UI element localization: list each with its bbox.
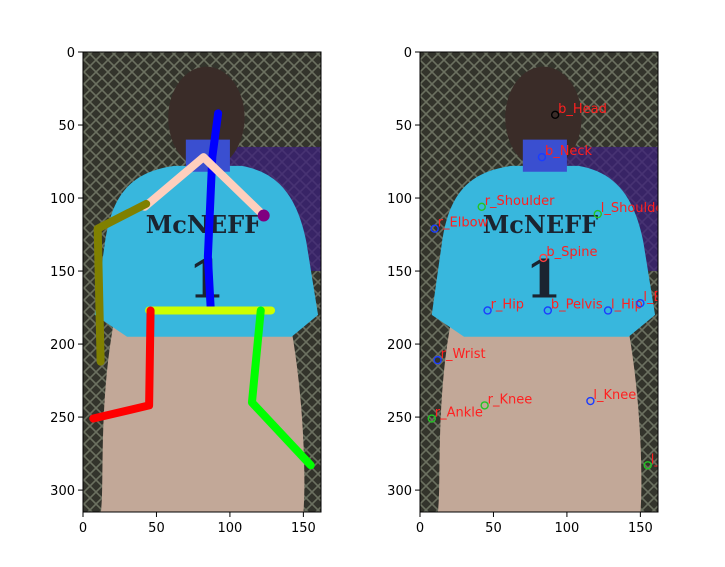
keypoint-label: b_Spine — [546, 245, 597, 260]
jersey-name-text: McNEFF — [146, 210, 262, 239]
skeleton-layer — [89, 109, 315, 470]
skeleton-left-leg — [247, 306, 315, 470]
keypoint-marker — [603, 306, 613, 315]
keypoint-label: l_Shoulder — [601, 201, 670, 216]
axes-frame — [82, 51, 322, 513]
x-tick-label: 0 — [416, 521, 424, 536]
keypoint-label: b_Head — [558, 102, 607, 117]
x-tick-label: 50 — [148, 521, 165, 536]
y-tick-label: 0 — [67, 46, 75, 61]
pants — [100, 314, 305, 512]
keypoint-layer: b_Head b_Neck r_Shoulder l_Shoulder r_Elbowb… — [427, 102, 692, 470]
keypoint-label: l_ — [651, 452, 662, 467]
keypoint-marker — [430, 224, 439, 233]
y-tick-label: 200 — [50, 338, 75, 353]
keypoint-marker — [543, 306, 553, 315]
keypoint-marker — [433, 355, 442, 365]
skeleton-spine — [203, 109, 223, 315]
jersey — [431, 165, 656, 337]
y-tick-label: 100 — [50, 192, 75, 207]
keypoint-label: l_Hip — [611, 297, 643, 312]
keypoint-marker — [636, 298, 645, 308]
axes-frame — [419, 51, 659, 513]
x-tick-label: 50 — [485, 521, 502, 536]
y-tick-label: 250 — [50, 411, 75, 426]
keypoint-marker — [550, 110, 560, 119]
jersey-number-text: 1 — [525, 249, 561, 310]
keypoint-label: r_Elbow — [438, 216, 489, 231]
photo-background: McNEFF 1 — [420, 52, 658, 512]
keypoint-label: r_Ankle — [435, 406, 483, 421]
keypoint-marker — [539, 253, 548, 263]
keypoint-marker — [643, 461, 652, 470]
keypoint-marker — [593, 209, 602, 219]
skeleton-right-leg — [89, 306, 155, 423]
keypoint-marker — [586, 396, 595, 406]
keypoint-label: r_Wrist — [441, 347, 486, 362]
x-tick-label: 0 — [79, 521, 87, 536]
keypoint-marker — [427, 414, 436, 423]
keypoint-label: b_Neck — [545, 144, 593, 159]
x-tick-label: 100 — [554, 521, 579, 536]
x-tick-label: 100 — [217, 521, 242, 536]
x-tick-label: 150 — [628, 521, 653, 536]
y-tick-label: 300 — [387, 484, 412, 499]
keypoint-marker — [537, 152, 547, 162]
skeleton-joint-marker — [257, 209, 270, 222]
y-tick-label: 0 — [404, 46, 412, 61]
keypoint-label: b_Pelvis — [551, 297, 603, 312]
x-tick-label: 150 — [291, 521, 316, 536]
y-tick-label: 150 — [387, 265, 412, 280]
y-tick-label: 300 — [50, 484, 75, 499]
keypoint-label: l_Knee — [593, 388, 636, 403]
y-tick-label: 250 — [387, 411, 412, 426]
y-tick-label: 150 — [50, 265, 75, 280]
y-tick-label: 100 — [387, 192, 412, 207]
y-tick-label: 50 — [395, 119, 412, 134]
y-tick-label: 200 — [387, 338, 412, 353]
keypoint-label: l_Elbow — [643, 290, 692, 305]
keypoint-label: r_Shoulder — [485, 194, 555, 209]
keypoint-marker — [480, 401, 489, 410]
skeleton-left-arm — [93, 199, 151, 366]
keypoint-label: r_Hip — [491, 297, 524, 312]
pants — [437, 314, 642, 512]
y-tick-label: 50 — [58, 119, 75, 134]
keypoint-label: r_Knee — [488, 392, 533, 407]
skeleton-shoulders — [140, 153, 265, 217]
jersey-name-text: McNEFF — [483, 210, 599, 239]
right-subplot: McNEFF 1 b_Head b_Neck r_Shoulder l_Shoulderr… — [387, 46, 692, 536]
keypoint-marker — [483, 306, 492, 315]
keypoint-marker — [477, 202, 486, 211]
